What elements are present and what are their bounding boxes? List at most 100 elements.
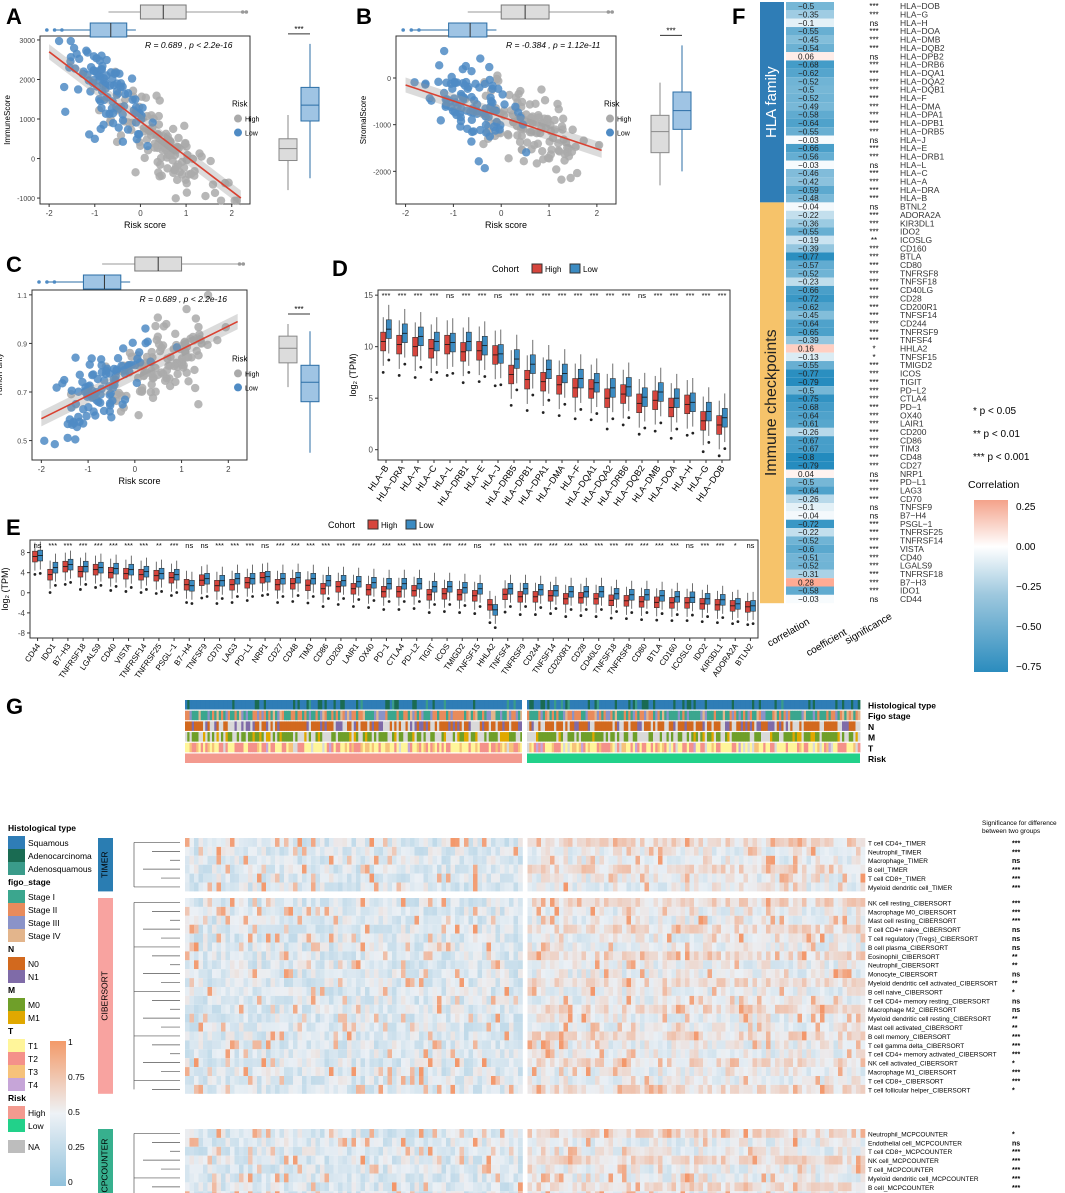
- annotation-cell: [419, 700, 422, 710]
- annotation-cell: [360, 710, 364, 721]
- annotation-cell: [680, 721, 683, 731]
- annotation-cell: [745, 700, 748, 710]
- annotation-cell: [738, 742, 742, 753]
- annotation-cell: [365, 721, 368, 731]
- annotation-cell: [221, 732, 224, 742]
- heatmap-cell: [680, 915, 686, 925]
- box-high-outlier: [367, 606, 370, 609]
- heatmap-cell: [446, 915, 451, 925]
- regression-line: [48, 51, 242, 199]
- annotation-cell: [448, 721, 451, 731]
- annotation-cell: [473, 742, 476, 753]
- gene-label: ICOSLG: [900, 235, 932, 245]
- annotation-cell: [677, 742, 681, 753]
- annotation-cell: [315, 700, 319, 710]
- annotation-cell: [227, 710, 231, 721]
- heatmap-cell: [297, 864, 303, 874]
- annotation-cell: [722, 721, 726, 731]
- x-tick-label: 2: [595, 209, 600, 218]
- significance-mark: ***: [869, 44, 878, 53]
- annotation-cell: [437, 700, 440, 710]
- method-label: CIBERSORT: [100, 971, 110, 1020]
- heatmap-cell: [752, 846, 758, 856]
- heatmap-cell: [536, 864, 542, 874]
- heatmap-cell: [761, 915, 767, 925]
- annotation-cell: [628, 732, 631, 742]
- heatmap-cell: [329, 864, 334, 874]
- heatmap-cell: [667, 915, 672, 925]
- heatmap-cell: [473, 924, 478, 934]
- annotation-cell: [495, 721, 499, 731]
- point-low: [467, 137, 476, 146]
- annotation-cell: [365, 700, 368, 710]
- annotation-cell: [569, 742, 573, 753]
- heatmap-cell: [838, 915, 843, 925]
- annotation-cell: [227, 742, 231, 753]
- annotation-cell: [225, 721, 229, 731]
- gene-label: HLA−DMA: [900, 101, 941, 111]
- heatmap-cell: [536, 898, 542, 907]
- annotation-cell: [378, 742, 382, 753]
- heatmap-cell: [739, 873, 744, 883]
- heatmap-cell: [559, 915, 564, 925]
- annotation-cell: [446, 721, 449, 731]
- point-high: [213, 335, 222, 345]
- annotation-cell: [835, 700, 838, 710]
- annotation-cell: [439, 721, 442, 731]
- annotation-cell: [774, 700, 778, 710]
- annotation-cell: [657, 732, 661, 742]
- annotation-cell: [617, 721, 620, 731]
- annotation-cell: [295, 700, 298, 710]
- annotation-cell: [322, 710, 325, 721]
- heatmap-cell: [324, 882, 330, 892]
- heatmap-cell: [239, 873, 244, 883]
- heatmap-cell: [261, 838, 267, 847]
- annotation-cell: [414, 710, 418, 721]
- signif-label: ***: [526, 291, 535, 300]
- heatmap-cell: [459, 915, 465, 925]
- heatmap-cell: [617, 915, 623, 925]
- significance-mark: ns: [870, 595, 878, 604]
- annotation-cell: [425, 732, 429, 742]
- point-low: [459, 93, 468, 103]
- heatmap-cell: [230, 838, 235, 847]
- heatmap-cell: [752, 898, 758, 907]
- annotation-cell: [189, 732, 193, 742]
- correlation-cell: [786, 260, 834, 270]
- annotation-cell: [711, 721, 715, 731]
- annotation-cell: [432, 710, 436, 721]
- annotation-cell: [536, 742, 539, 753]
- heatmap-cell: [667, 924, 672, 934]
- heatmap-cell: [198, 906, 204, 916]
- annotation-cell: [794, 700, 798, 710]
- correlation-cell: [786, 77, 834, 86]
- heatmap-cell: [423, 882, 429, 892]
- heatmap-cell: [563, 924, 569, 934]
- heatmap-cell: [414, 855, 420, 865]
- point-low: [500, 100, 509, 109]
- annotation-cell: [707, 732, 710, 742]
- heatmap-cell: [698, 882, 704, 892]
- annotation-cell: [648, 742, 652, 753]
- annotation-cell: [270, 732, 274, 742]
- heatmap-cell: [824, 882, 830, 892]
- annotation-cell: [272, 710, 276, 721]
- gene-label: HLA−DPA1: [900, 110, 943, 120]
- heatmap-cell: [320, 924, 325, 934]
- annotation-cell: [392, 700, 395, 710]
- annotation-cell: [358, 742, 361, 753]
- heatmap-cell: [347, 906, 352, 916]
- gene-label: HLA−DQA2: [900, 76, 945, 86]
- heatmap-cell: [622, 924, 627, 934]
- annotation-cell: [641, 710, 645, 721]
- annotation-cell: [655, 732, 658, 742]
- annotation-cell: [650, 700, 654, 710]
- annotation-cell: [792, 721, 796, 731]
- heatmap-cell: [216, 906, 222, 916]
- annotation-cell: [511, 732, 514, 742]
- annotation-cell: [488, 710, 492, 721]
- annotation-cell: [358, 700, 361, 710]
- heatmap-cell: [500, 882, 505, 892]
- heatmap-cell: [581, 846, 587, 856]
- point-low: [489, 122, 498, 132]
